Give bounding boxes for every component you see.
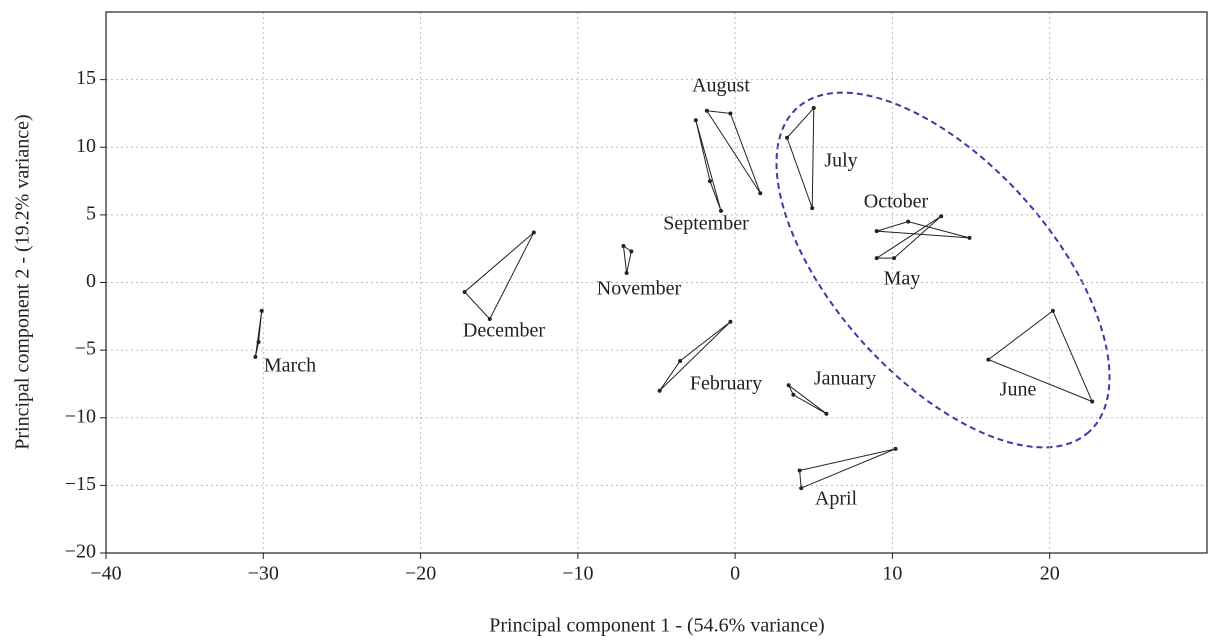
point (718, 208, 723, 213)
y-tick-label: 10 (76, 135, 96, 157)
point (487, 317, 492, 322)
point (657, 388, 662, 393)
point (462, 289, 467, 294)
x-tick-label: −30 (248, 563, 279, 585)
point (906, 219, 911, 224)
y-tick-label: −5 (75, 338, 96, 360)
point-label: January (814, 368, 876, 390)
x-tick-label: −40 (90, 563, 121, 585)
month-polygon (786, 106, 815, 209)
point (791, 392, 796, 397)
month-polygon (622, 244, 632, 274)
point (728, 319, 733, 324)
point-label: September (663, 213, 749, 235)
point (259, 308, 264, 313)
month-polygon (254, 310, 263, 357)
month-polygon (695, 120, 722, 211)
point (624, 271, 629, 276)
point (986, 357, 991, 362)
y-tick-label: −15 (65, 473, 96, 495)
x-tick-label: 10 (882, 563, 902, 585)
point (786, 383, 791, 388)
highlight-ellipse (775, 91, 1111, 449)
point (785, 135, 790, 140)
month-polygon (705, 110, 761, 194)
point-label: December (463, 320, 546, 342)
point (874, 229, 879, 234)
y-axis-title: Principal component 2 - (19.2% variance) (12, 114, 34, 449)
point (693, 118, 698, 123)
point (758, 191, 763, 196)
x-tick-label: −20 (405, 563, 436, 585)
point (678, 358, 683, 363)
month-polygon (463, 232, 535, 320)
point-label: February (690, 373, 762, 395)
point (893, 446, 898, 451)
plot-frame (105, 11, 1208, 554)
point (892, 256, 897, 261)
point (704, 108, 709, 113)
point (810, 206, 815, 211)
x-tick-label: 20 (1040, 563, 1060, 585)
point (874, 256, 879, 261)
y-tick-label: −20 (65, 541, 96, 563)
y-tick-label: −10 (65, 405, 96, 427)
point-label: July (824, 150, 857, 172)
point-label: June (1000, 379, 1037, 401)
point (939, 214, 944, 219)
y-tick-label: 15 (76, 67, 96, 89)
point (967, 235, 972, 240)
point-label: October (864, 191, 929, 213)
month-polygon (987, 310, 1094, 403)
point (1090, 399, 1095, 404)
y-tick-label: 5 (86, 202, 96, 224)
y-tick-label: 0 (86, 270, 96, 292)
point (256, 340, 261, 345)
point-label: November (597, 278, 682, 300)
x-tick-label: 0 (730, 563, 740, 585)
point-label: March (264, 355, 316, 377)
point (728, 111, 733, 116)
point (621, 243, 626, 248)
month-polygon (876, 221, 970, 239)
point (799, 486, 804, 491)
point (253, 354, 258, 359)
month-polygon (788, 384, 827, 415)
point (797, 468, 802, 473)
point-label: April (815, 488, 858, 510)
month-polygon (799, 448, 896, 489)
x-tick-label: −10 (562, 563, 593, 585)
x-axis-title: Principal component 1 - (54.6% variance) (489, 615, 824, 637)
point (707, 179, 712, 184)
point-label: August (692, 75, 750, 97)
point (629, 249, 634, 254)
point (824, 411, 829, 416)
month-polygon (875, 215, 942, 259)
point-label: May (884, 268, 921, 290)
point (811, 106, 816, 111)
point (531, 230, 536, 235)
month-polygon (659, 321, 731, 392)
point (1050, 308, 1055, 313)
